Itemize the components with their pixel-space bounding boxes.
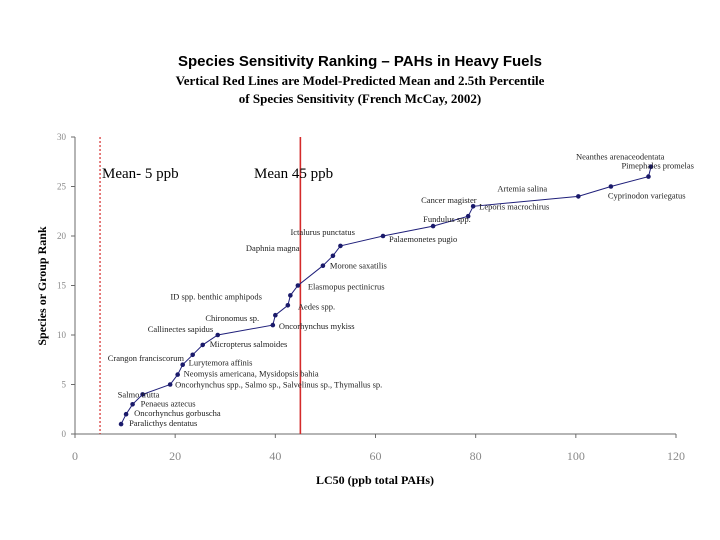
point-label: Neanthes arenaceodentata [576,152,665,162]
point-label: Oncorhynchus spp., Salmo sp., Salvelinus… [175,380,382,390]
reference-line-label: Mean 45 ppb [254,166,333,182]
point-label: Cyprinodon variegatus [608,191,686,201]
y-tick-label: 30 [57,132,67,142]
chart-subtitle-line-1: Vertical Red Lines are Model-Predicted M… [175,73,545,88]
data-point [608,184,614,189]
point-label: Palaemonetes pugio [389,234,457,244]
data-point [285,303,291,308]
y-tick-label: 15 [57,281,67,291]
data-point [175,372,180,377]
chart-subtitle-line-2: of Species Sensitivity (French McCay, 20… [238,91,482,106]
point-label: Paralicthys dentatus [129,418,197,428]
data-point [430,223,436,229]
point-label: Lurytemora affinis [189,358,253,368]
data-point [380,233,386,239]
data-point [167,382,173,387]
point-label: Oncorhynchus gorbuscha [134,408,221,418]
y-tick-label: 10 [57,330,67,340]
data-point [140,392,145,397]
point-label: Salmo trutta [118,389,160,399]
point-label: Artemia salina [497,183,547,193]
point-label: Morone saxatilis [330,261,387,271]
data-point [648,164,654,169]
x-axis-title: LC50 (ppb total PAHs) [316,473,434,487]
data-point [465,213,471,219]
point-label: ID spp. benthic amphipods [170,291,262,301]
x-tick-label: 120 [667,449,685,463]
data-point [288,293,293,298]
y-tick-label: 0 [62,429,67,439]
chart-title: Species Sensitivity Ranking – PAHs in He… [177,53,543,70]
data-point [123,411,129,417]
x-tick-label: 0 [72,449,78,463]
data-series [118,164,654,427]
point-label: Micropterus salmoides [210,339,288,349]
point-label: Chironomus sp. [205,313,259,323]
point-label: Neomysis americana, Mysidopsis bahia [184,369,319,379]
reference-lines: Mean- 5 ppb Mean 45 ppb [99,137,333,434]
data-point [215,332,221,338]
point-label: Leporis macrochirus [479,201,549,211]
point-label: Daphnia magna [246,243,300,253]
data-point [646,174,651,179]
data-point [295,283,301,288]
data-point [118,421,124,427]
data-point [338,243,343,249]
data-point [576,194,581,199]
data-point [330,253,336,259]
point-label: Fundulus spp. [423,214,471,224]
data-point [200,342,206,348]
x-tick-label: 20 [169,449,181,463]
point-label: Elasmopus pectinicrus [308,282,385,292]
data-point [180,362,185,368]
point-label: Pimephales promelas [621,161,693,171]
point-label: Oncorhynchus mykiss [279,321,355,331]
point-label: Crangon franciscorum [108,353,185,363]
data-point [273,312,278,318]
data-point [270,322,276,328]
data-point [190,352,195,358]
y-tick-label: 25 [57,182,67,192]
x-tick-label: 80 [470,449,482,463]
data-point [130,402,135,407]
y-tick-label: 20 [57,231,67,241]
data-point [320,263,326,269]
point-label: Aedes spp. [298,301,335,311]
point-label: Penaeus aztecus [141,398,196,408]
y-tick-label: 5 [62,380,67,390]
data-point [470,204,476,209]
reference-line-label: Mean- 5 ppb [102,166,179,182]
point-label: Callinectes sapidus [148,324,213,334]
y-axis-title: Species or Group Rank [35,226,49,346]
point-label: Ictalurus punctatus [290,227,354,237]
point-label: Cancer magister [421,195,477,205]
x-tick-label: 40 [269,449,281,463]
x-tick-label: 60 [370,449,382,463]
axes: 0 20 40 60 80 100 120 0 5 10 15 20 25 30 [57,132,685,463]
x-tick-label: 100 [567,449,585,463]
